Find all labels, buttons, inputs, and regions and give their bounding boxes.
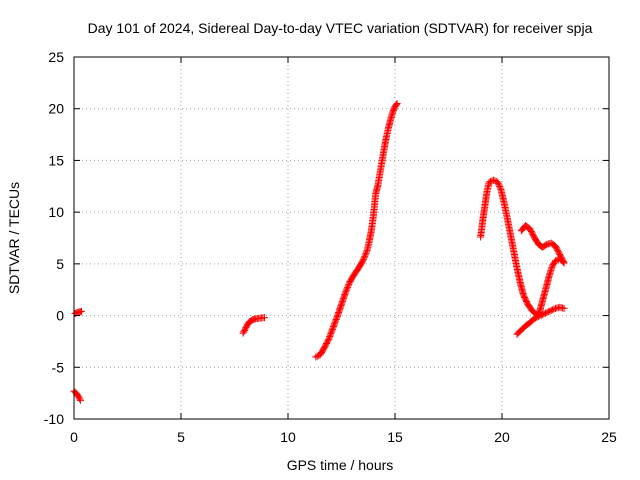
data-point [494, 180, 502, 188]
data-point [495, 181, 503, 189]
data-point [485, 178, 493, 186]
data-point [534, 313, 542, 321]
x-axis-label: GPS time / hours [287, 457, 394, 473]
data-point [326, 333, 334, 341]
data-point [393, 100, 401, 108]
y-tick-label: 0 [56, 308, 64, 324]
data-point [496, 182, 504, 190]
data-point [362, 249, 370, 257]
data-point [542, 309, 550, 317]
data-point [359, 257, 367, 265]
data-point [342, 288, 350, 296]
data-point [560, 304, 568, 312]
data-point [342, 286, 350, 294]
data-point [360, 254, 368, 262]
data-point [331, 318, 339, 326]
data-point [332, 315, 340, 323]
data-point [344, 282, 352, 290]
data-point [345, 280, 353, 288]
data-point [540, 310, 548, 318]
data-point [361, 251, 369, 259]
data-point [550, 305, 558, 313]
data-point [332, 317, 340, 325]
data-point [312, 353, 320, 361]
x-tick-label: 15 [387, 429, 403, 445]
gridlines [74, 57, 609, 419]
data-point [530, 315, 538, 323]
data-point [559, 257, 567, 265]
x-tick-label: 20 [494, 429, 510, 445]
y-tick-label: 10 [48, 204, 64, 220]
data-point [547, 306, 555, 314]
data-point [489, 176, 497, 184]
data-point [392, 101, 400, 109]
data-point [496, 184, 504, 192]
chart-title: Day 101 of 2024, Sidereal Day-to-day VTE… [88, 20, 593, 36]
data-point [560, 259, 568, 267]
data-point [539, 311, 547, 319]
x-tick-label: 0 [70, 429, 78, 445]
data-point [536, 312, 544, 320]
data-point [328, 325, 336, 333]
data-point [543, 308, 551, 316]
data-point [537, 311, 545, 319]
data-point [76, 395, 84, 403]
data-point [552, 257, 559, 265]
y-tick-label: -10 [44, 411, 64, 427]
data-point [330, 321, 338, 329]
y-tick-label: 25 [48, 49, 64, 65]
data-point [329, 323, 337, 331]
x-tick-label: 25 [601, 429, 617, 445]
data-point [77, 307, 85, 315]
x-tick-label: 5 [177, 429, 185, 445]
data-point [494, 178, 502, 186]
y-tick-label: 20 [48, 101, 64, 117]
data-point [343, 285, 351, 293]
y-tick-label: -5 [52, 359, 65, 375]
data-point [532, 314, 540, 322]
data-point [361, 252, 369, 260]
x-tick-labels: 0 5 10 15 20 25 [70, 429, 617, 445]
data-point [544, 308, 552, 316]
y-tick-label: 15 [48, 152, 64, 168]
data-point [549, 306, 557, 314]
data-point [363, 248, 371, 256]
data-point [327, 328, 335, 336]
data-point [260, 314, 268, 322]
y-tick-label: 5 [56, 256, 64, 272]
data-point [326, 331, 334, 339]
data-point [344, 283, 352, 291]
data-point [325, 334, 333, 342]
data-point [546, 307, 554, 315]
data-point [327, 330, 335, 338]
data-point [533, 313, 541, 321]
plot-border [73, 56, 610, 420]
plot-frame [73, 56, 610, 420]
data-point [331, 320, 339, 328]
y-axis-label: SDTVAR / TECUs [6, 182, 22, 294]
x-tick-label: 10 [280, 429, 296, 445]
data-point [328, 327, 336, 335]
y-tick-labels: -10 -5 0 5 10 15 20 25 [44, 49, 64, 427]
data-point [360, 255, 368, 263]
data-point [329, 324, 337, 332]
data-point [313, 352, 321, 360]
data-point [325, 335, 333, 343]
data-point [76, 396, 84, 404]
